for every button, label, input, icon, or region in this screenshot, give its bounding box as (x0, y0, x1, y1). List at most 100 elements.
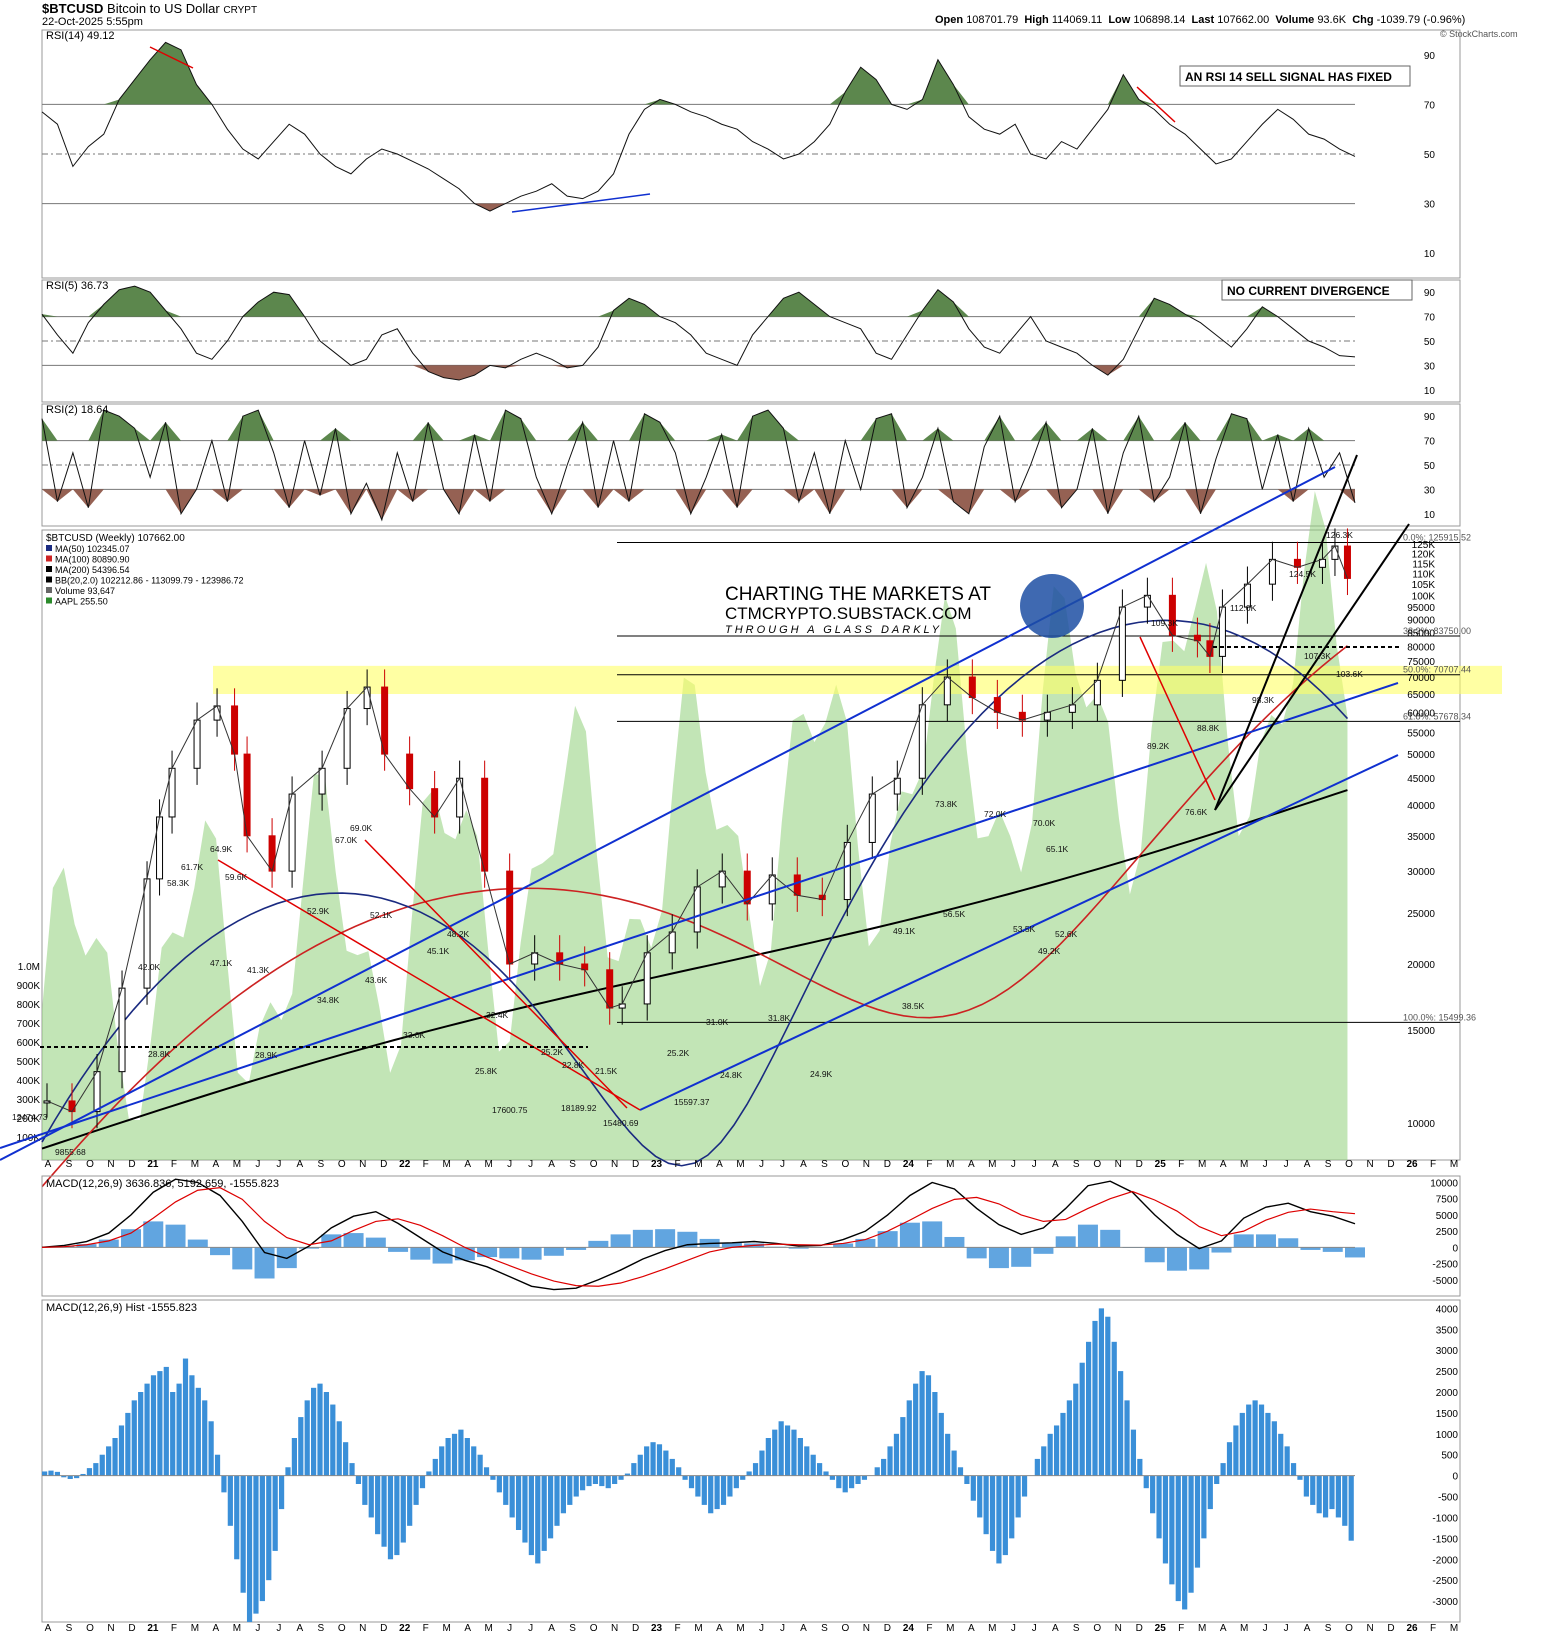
x-axis-tick: M (694, 1623, 702, 1634)
macd-hist-bar (144, 1383, 150, 1476)
rsi14-y-tick: 50 (1424, 150, 1436, 161)
macd-hist-bar (388, 1247, 409, 1252)
x-axis-tick: S (66, 1623, 73, 1634)
macd-hist-bar (464, 1438, 470, 1476)
macd-hist-bar (483, 1467, 490, 1476)
trendline-black (1214, 523, 1410, 811)
price-annotation: 52.9K (307, 906, 330, 916)
macd-hist-bar (922, 1221, 943, 1248)
x-axis-tick: F (1178, 1623, 1184, 1634)
macd-hist-y-tick: 2500 (1436, 1367, 1459, 1378)
price-candle (288, 793, 296, 872)
x-axis-tick: D (1136, 1623, 1143, 1634)
price-annotation: 58.3K (167, 878, 190, 888)
x-axis-tick: N (1115, 1159, 1122, 1170)
price-annotation: 24.8K (720, 1070, 743, 1080)
x-axis-tick: O (590, 1159, 598, 1170)
macd-hist-bar (1073, 1383, 1079, 1476)
price-y-tick: 75000 (1407, 657, 1435, 668)
macd-hist-bar (1297, 1475, 1303, 1480)
x-axis-tick: M (1450, 1159, 1458, 1170)
price-annotation: 41.3K (247, 965, 270, 975)
x-axis-tick: F (171, 1159, 177, 1170)
macd-hist-bar (1100, 1229, 1121, 1248)
x-axis-tick: M (1198, 1159, 1206, 1170)
macd-hist-bar (246, 1475, 253, 1622)
macd-hist-bar (1015, 1475, 1021, 1518)
x-axis-tick: S (66, 1159, 73, 1170)
macd-hist-bar (849, 1475, 855, 1489)
macd-hist-bar (547, 1475, 554, 1539)
chg-value: -1039.79 (-0.96%) (1376, 14, 1466, 26)
x-axis-tick: F (1430, 1159, 1436, 1170)
price-y-tick: 100K (1412, 591, 1436, 602)
macd-hist-bar (823, 1471, 829, 1476)
macd-hist-bar (701, 1475, 707, 1505)
macd-hist-bar (535, 1475, 541, 1564)
macd-hist-bar (861, 1475, 868, 1480)
volume-area (42, 491, 1348, 1160)
x-axis-tick: A (464, 1159, 471, 1170)
x-axis-tick: J (507, 1159, 512, 1170)
volume-y-tick: 600K (17, 1038, 41, 1049)
macd-hist-bar (1105, 1316, 1111, 1476)
x-axis-tick: M (485, 1159, 493, 1170)
x-axis-tick: D (1387, 1159, 1394, 1170)
macd-y-tick: 10000 (1430, 1178, 1458, 1189)
macd-hist-bar (720, 1475, 727, 1505)
macd-hist-bar (413, 1475, 419, 1505)
macd-hist-bar (227, 1475, 233, 1526)
price-annotation: 18189.92 (561, 1103, 597, 1113)
price-line (46, 545, 1348, 1113)
price-annotation: 31.0K (706, 1017, 729, 1027)
macd-hist-bar (106, 1446, 112, 1476)
rsi5-oversold-fill (42, 365, 1355, 381)
macd-hist-bar (1166, 1247, 1187, 1271)
price-candle (1268, 558, 1276, 585)
macd-hist-bar (797, 1438, 803, 1476)
macd-hist-bar (381, 1475, 387, 1547)
volume-label: Volume (1275, 14, 1315, 26)
x-axis-tick: D (884, 1623, 891, 1634)
x-axis-tick: A (548, 1159, 555, 1170)
fib-band (213, 665, 1502, 695)
x-axis-tick: A (45, 1623, 52, 1634)
price-candle (68, 1100, 76, 1113)
macd-hist-bar (1150, 1475, 1156, 1514)
price-annotation: 45.1K (427, 946, 450, 956)
x-axis-tick: F (1430, 1623, 1436, 1634)
macd-hist-bar (1246, 1404, 1252, 1476)
x-axis-tick: O (842, 1159, 850, 1170)
price-annotation: 32.4K (486, 1010, 509, 1020)
macd-hist-bar (221, 1475, 227, 1493)
price-candle (868, 793, 876, 843)
symbol: $BTCUSD (42, 1, 104, 16)
macd-hist-bar (349, 1463, 355, 1476)
macd-hist-bar (810, 1454, 816, 1476)
price-annotation: 28.8K (148, 1049, 171, 1059)
price-annotation: 48.2K (447, 929, 470, 939)
macd-hist-bar (121, 1229, 142, 1248)
x-axis-tick: A (1052, 1159, 1059, 1170)
x-axis-tick: S (317, 1159, 324, 1170)
price-candle (363, 686, 371, 710)
x-axis-tick: A (296, 1623, 303, 1634)
macd-hist-y-tick: 3000 (1436, 1346, 1459, 1357)
x-axis-tick: J (276, 1623, 281, 1634)
x-axis-tick: M (736, 1159, 744, 1170)
volume-y-tick: 400K (17, 1076, 41, 1087)
price-y-tick: 60000 (1407, 708, 1435, 719)
trendline-red (364, 839, 628, 1109)
price-annotation: 49.2K (1038, 946, 1061, 956)
rsi14-oversold-fill (42, 203, 1355, 212)
x-axis-tick: O (590, 1623, 598, 1634)
trendline-black (1214, 454, 1358, 811)
macd-hist-bar (375, 1475, 381, 1535)
price-annotation: 89.2K (1147, 741, 1170, 751)
macd-hist-bar (439, 1446, 445, 1476)
macd-hist-bar (1335, 1475, 1341, 1518)
macd-hist-bar (1189, 1247, 1210, 1270)
macd-hist-bar (330, 1404, 336, 1476)
macd-hist-bar (1124, 1400, 1130, 1476)
macd-hist-bar (343, 1442, 349, 1476)
